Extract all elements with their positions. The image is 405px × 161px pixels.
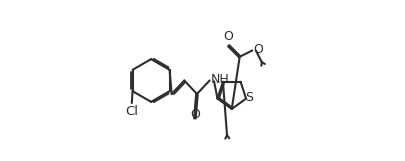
Text: NH: NH xyxy=(211,73,229,86)
Text: Cl: Cl xyxy=(125,105,138,118)
Text: O: O xyxy=(190,108,200,121)
Text: O: O xyxy=(253,43,263,56)
Text: S: S xyxy=(245,91,253,104)
Text: O: O xyxy=(223,30,233,43)
